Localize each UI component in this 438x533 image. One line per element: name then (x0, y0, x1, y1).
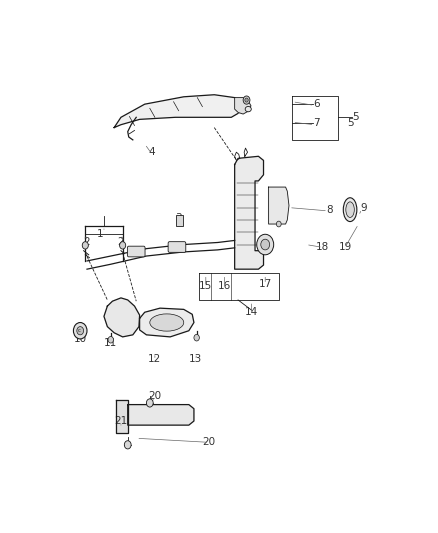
Circle shape (120, 241, 126, 249)
Circle shape (74, 322, 87, 339)
Polygon shape (104, 298, 140, 337)
Circle shape (124, 441, 131, 449)
FancyBboxPatch shape (176, 215, 184, 225)
Text: 13: 13 (189, 354, 202, 365)
Circle shape (77, 327, 84, 335)
Text: 18: 18 (316, 241, 329, 252)
Circle shape (146, 399, 153, 407)
Ellipse shape (343, 198, 357, 222)
Polygon shape (114, 95, 243, 127)
Text: 8: 8 (326, 205, 333, 215)
Text: 17: 17 (258, 279, 272, 288)
Ellipse shape (346, 202, 354, 217)
Polygon shape (140, 308, 194, 337)
Text: 20: 20 (148, 391, 162, 401)
Ellipse shape (150, 314, 184, 331)
FancyBboxPatch shape (127, 246, 145, 257)
Polygon shape (268, 187, 289, 224)
Circle shape (243, 96, 250, 104)
Circle shape (108, 336, 113, 343)
Text: 14: 14 (245, 307, 258, 317)
Text: 12: 12 (148, 354, 162, 365)
Text: 10: 10 (74, 334, 87, 344)
Text: 21: 21 (114, 416, 127, 426)
FancyBboxPatch shape (168, 241, 186, 252)
Text: 1: 1 (97, 229, 104, 239)
Polygon shape (235, 156, 264, 269)
Circle shape (276, 221, 281, 227)
Text: 15: 15 (199, 280, 212, 290)
Text: 7: 7 (313, 118, 319, 128)
Text: 5: 5 (352, 112, 358, 122)
Polygon shape (128, 405, 194, 425)
Text: c: c (78, 328, 81, 333)
Text: 2: 2 (84, 238, 90, 247)
Text: 16: 16 (218, 280, 231, 290)
Text: 20: 20 (203, 437, 216, 447)
Circle shape (245, 98, 248, 102)
Text: 19: 19 (338, 241, 352, 252)
Ellipse shape (245, 107, 251, 112)
Polygon shape (116, 400, 128, 433)
Text: 4: 4 (148, 147, 155, 157)
Text: 6: 6 (313, 99, 319, 109)
Circle shape (257, 235, 274, 255)
Text: 9: 9 (360, 203, 367, 213)
Polygon shape (235, 98, 251, 114)
Text: 5: 5 (347, 118, 353, 128)
Text: 11: 11 (104, 338, 117, 348)
Circle shape (261, 239, 270, 250)
Text: 2: 2 (118, 238, 124, 247)
Circle shape (82, 241, 88, 249)
Circle shape (194, 334, 199, 341)
Text: 3: 3 (175, 213, 182, 223)
